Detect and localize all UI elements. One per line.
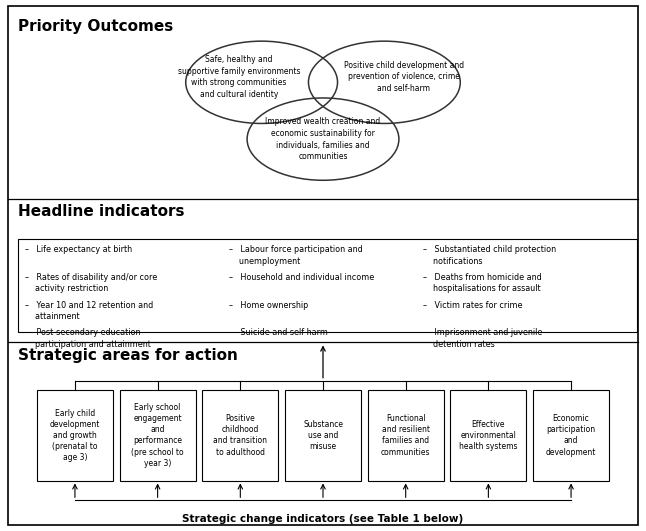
Text: Effective
environmental
health systems: Effective environmental health systems <box>459 420 517 451</box>
Text: Safe, healthy and
supportive family environments
with strong communities
and cul: Safe, healthy and supportive family envi… <box>178 55 300 99</box>
Text: –   Rates of disability and/or core
    activity restriction: – Rates of disability and/or core activi… <box>25 273 157 294</box>
FancyBboxPatch shape <box>450 390 526 481</box>
Text: Strategic change indicators (see Table 1 below): Strategic change indicators (see Table 1… <box>182 515 464 524</box>
Text: Substance
use and
misuse: Substance use and misuse <box>303 420 343 451</box>
FancyBboxPatch shape <box>37 390 113 481</box>
FancyBboxPatch shape <box>8 6 638 525</box>
Text: Priority Outcomes: Priority Outcomes <box>18 19 173 33</box>
FancyBboxPatch shape <box>368 390 444 481</box>
Text: Functional
and resilient
families and
communities: Functional and resilient families and co… <box>381 414 430 457</box>
Text: –   Deaths from homicide and
    hospitalisations for assault: – Deaths from homicide and hospitalisati… <box>423 273 542 294</box>
Text: –   Imprisonment and juvenile
    detention rates: – Imprisonment and juvenile detention ra… <box>423 328 543 349</box>
Text: –   Labour force participation and
    unemployment: – Labour force participation and unemplo… <box>229 245 363 266</box>
Text: Positive
childhood
and transition
to adulthood: Positive childhood and transition to adu… <box>213 414 267 457</box>
Text: Early child
development
and growth
(prenatal to
age 3): Early child development and growth (pren… <box>50 409 100 462</box>
Text: –   Life expectancy at birth: – Life expectancy at birth <box>25 245 132 254</box>
Text: –   Household and individual income: – Household and individual income <box>229 273 375 282</box>
Text: –   Suicide and self-harm: – Suicide and self-harm <box>229 328 328 337</box>
Text: Early school
engagement
and
performance
(pre school to
year 3): Early school engagement and performance … <box>131 403 184 468</box>
FancyBboxPatch shape <box>533 390 609 481</box>
FancyBboxPatch shape <box>18 239 637 332</box>
FancyBboxPatch shape <box>285 390 361 481</box>
Text: –   Home ownership: – Home ownership <box>229 301 309 310</box>
Text: Improved wealth creation and
economic sustainability for
individuals, families a: Improved wealth creation and economic su… <box>266 117 380 161</box>
FancyBboxPatch shape <box>202 390 278 481</box>
Text: Headline indicators: Headline indicators <box>18 204 185 219</box>
Text: –   Substantiated child protection
    notifications: – Substantiated child protection notific… <box>423 245 556 266</box>
Text: –   Victim rates for crime: – Victim rates for crime <box>423 301 523 310</box>
Text: –   Post-secondary education -
    participation and attainment: – Post-secondary education - participati… <box>25 328 151 349</box>
FancyBboxPatch shape <box>120 390 196 481</box>
Text: Positive child development and
prevention of violence, crime
and self-harm: Positive child development and preventio… <box>344 61 464 93</box>
Text: Strategic areas for action: Strategic areas for action <box>18 348 238 363</box>
Text: –   Year 10 and 12 retention and
    attainment: – Year 10 and 12 retention and attainmen… <box>25 301 153 321</box>
Text: Economic
participation
and
development: Economic participation and development <box>546 414 596 457</box>
